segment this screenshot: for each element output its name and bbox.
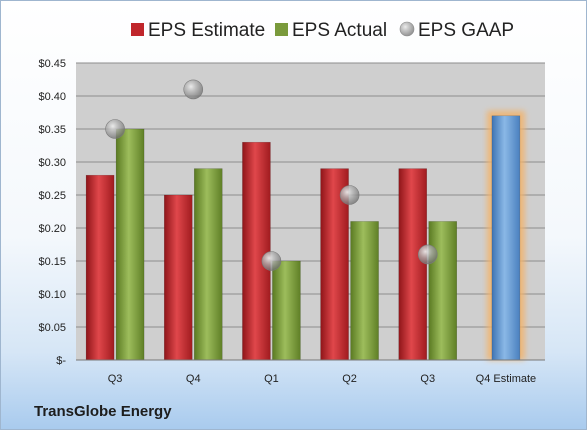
y-tick-label: $0.30	[38, 157, 66, 169]
y-tick-label: $0.10	[38, 289, 66, 301]
legend-label: EPS GAAP	[418, 20, 514, 41]
legend-item: EPS Estimate	[131, 20, 265, 41]
legend: EPS Estimate EPS Actual EPS GAAP	[131, 20, 514, 41]
marker-eps-gaap	[339, 185, 360, 205]
y-tick-label: $0.35	[38, 124, 66, 136]
bar-eps-estimate	[85, 174, 115, 361]
plot-area	[76, 63, 545, 360]
bar-eps-estimate	[164, 194, 193, 361]
legend-item: EPS Actual	[275, 20, 387, 41]
x-tick-label: Q4	[186, 373, 201, 385]
bar-eps-actual	[350, 221, 379, 361]
y-tick-label: $0.05	[38, 322, 66, 334]
x-tick-label: Q4 Estimate	[476, 373, 537, 385]
grid	[76, 62, 545, 361]
y-tick-label: $0.25	[38, 190, 66, 202]
bar-eps-actual	[194, 168, 223, 361]
x-tick-label: Q3	[108, 373, 123, 385]
x-tick-label: Q2	[342, 373, 357, 385]
y-tick-label: $0.20	[38, 223, 66, 235]
bar-eps-actual	[428, 221, 457, 361]
bar-eps-estimate	[398, 168, 427, 361]
legend-swatch	[399, 21, 415, 37]
y-tick-label: $0.40	[38, 91, 66, 103]
company-name: TransGlobe Energy	[34, 403, 172, 420]
bars	[85, 110, 525, 361]
bar-q4-estimate	[491, 115, 521, 361]
x-tick-label: Q1	[264, 373, 279, 385]
bar-eps-actual	[115, 128, 145, 361]
x-tick-label: Q3	[420, 373, 435, 385]
legend-label: EPS Actual	[292, 20, 387, 41]
marker-eps-gaap	[417, 244, 438, 265]
bar-eps-actual	[272, 260, 301, 361]
x-axis: Q3 Q4 Q1 Q2 Q3 Q4 Estimate	[108, 373, 536, 385]
y-tick-label: $0.15	[38, 256, 66, 268]
marker-eps-gaap	[261, 251, 282, 271]
y-axis: $- $0.05 $0.10 $0.15 $0.20 $0.25 $0.30 $0.35 $0.…	[38, 58, 545, 367]
y-tick-label: $-	[56, 355, 66, 367]
legend-swatch	[275, 23, 288, 36]
marker-eps-gaap	[105, 119, 125, 139]
markers	[105, 79, 438, 271]
y-tick-label: $0.45	[38, 58, 66, 70]
legend-swatch	[131, 23, 144, 36]
marker-eps-gaap	[183, 79, 204, 100]
legend-label: EPS Estimate	[148, 20, 265, 41]
bar-eps-estimate	[242, 141, 271, 361]
legend-item: EPS GAAP	[399, 20, 514, 41]
